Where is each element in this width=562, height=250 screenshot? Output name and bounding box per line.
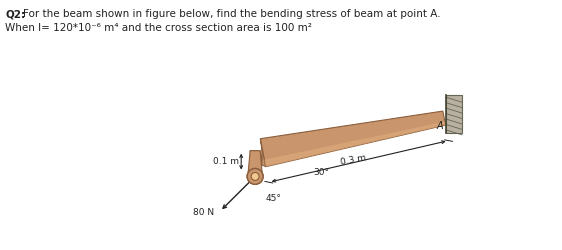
Bar xyxy=(446,95,462,133)
Text: 80 N: 80 N xyxy=(193,208,214,218)
Text: When I= 120*10⁻⁶ m⁴ and the cross section area is 100 m²: When I= 120*10⁻⁶ m⁴ and the cross sectio… xyxy=(6,23,312,33)
Circle shape xyxy=(247,168,263,184)
Polygon shape xyxy=(260,111,446,167)
Text: A: A xyxy=(437,121,443,131)
Text: 0.1 m: 0.1 m xyxy=(213,157,239,166)
Text: Q2:: Q2: xyxy=(6,9,25,19)
Circle shape xyxy=(251,172,259,180)
Text: 0.3 m: 0.3 m xyxy=(340,154,368,167)
Circle shape xyxy=(253,175,257,178)
Text: 30°: 30° xyxy=(313,168,329,177)
Polygon shape xyxy=(265,122,446,167)
Polygon shape xyxy=(250,139,266,171)
Text: For the beam shown in figure below, find the bending stress of beam at point A.: For the beam shown in figure below, find… xyxy=(23,9,441,19)
Polygon shape xyxy=(248,151,262,172)
Circle shape xyxy=(247,168,263,184)
Text: 45°: 45° xyxy=(265,194,281,203)
Circle shape xyxy=(251,172,259,180)
